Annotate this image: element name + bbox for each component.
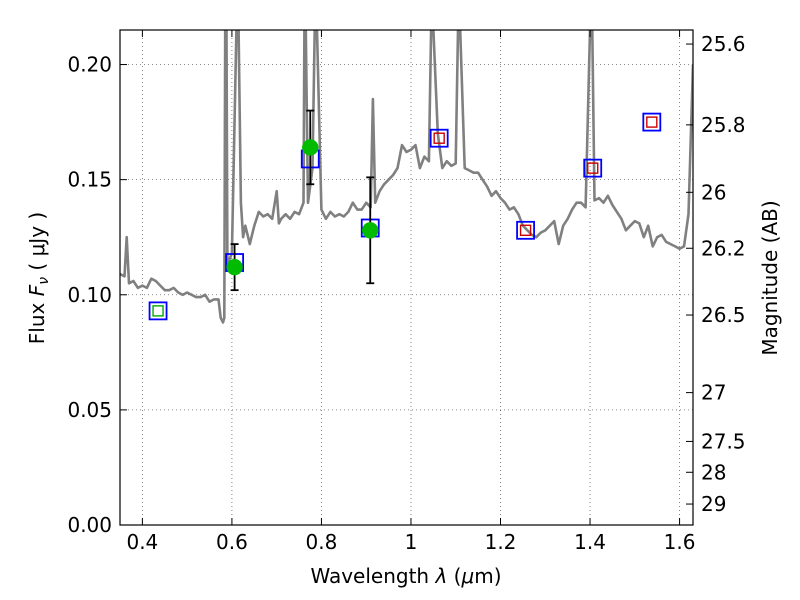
- x-tick-label: 0.4: [126, 530, 158, 554]
- y2-tick-label: 28: [701, 460, 726, 484]
- blue-box-marker: [583, 158, 603, 178]
- plot-frame: [119, 29, 694, 526]
- y2-axis-ticks: 25.6 25.8 26 26.2 26.5 27 27.5 28 29: [686, 32, 746, 516]
- grid-lines: [120, 30, 693, 526]
- y2-tick-label: 27.5: [701, 429, 746, 453]
- y2-tick-label: 26: [701, 180, 726, 204]
- y2-tick-label: 29: [701, 492, 726, 516]
- y-tick-label: 0.05: [67, 398, 112, 422]
- y2-axis-label: Magnitude (AB): [758, 200, 782, 355]
- spectrum-line: [120, 30, 693, 324]
- x-axis-ticks: 0.4 0.6 0.8 1 1.2 1.4 1.6: [126, 30, 695, 554]
- red-box-marker: [646, 116, 658, 128]
- green-circle-point: [361, 222, 379, 239]
- green-circle-point: [226, 258, 243, 276]
- y2-tick-label: 26.5: [701, 303, 746, 327]
- x-tick-label: 1.2: [485, 530, 517, 554]
- y2-tick-label: 27: [701, 381, 726, 405]
- green-circle-point: [302, 139, 319, 156]
- x-tick-label: 0.8: [306, 530, 338, 554]
- x-tick-label: 0.6: [216, 530, 248, 554]
- red-box-marker: [519, 224, 532, 237]
- y-axis-label: Flux Fν ( μJy ): [25, 212, 52, 344]
- y2-tick-label: 26.2: [701, 236, 746, 260]
- y-tick-label: 0.15: [67, 168, 112, 192]
- blue-box-marker: [148, 301, 168, 321]
- blue-box-marker: [429, 128, 449, 148]
- y2-tick-label: 25.6: [701, 32, 746, 56]
- y2-tick-label: 25.8: [701, 113, 746, 137]
- x-axis-label: Wavelength λ (μm): [310, 564, 501, 588]
- green-box-marker: [152, 305, 164, 317]
- x-tick-label: 1: [405, 530, 418, 554]
- y-tick-label: 0.20: [67, 53, 112, 77]
- y-tick-label: 0.10: [67, 283, 112, 307]
- y-axis-ticks: 0.00 0.05 0.10 0.15 0.20: [67, 53, 127, 537]
- y-tick-label: 0.00: [67, 513, 112, 537]
- x-tick-label: 1.4: [574, 530, 606, 554]
- photometry-points: [148, 109, 662, 321]
- x-tick-label: 1.6: [664, 530, 696, 554]
- blue-box-marker: [642, 112, 662, 132]
- spectrum-series: [120, 30, 693, 324]
- red-box-marker: [587, 162, 599, 174]
- blue-box-marker: [516, 220, 535, 240]
- red-box-marker: [433, 132, 445, 144]
